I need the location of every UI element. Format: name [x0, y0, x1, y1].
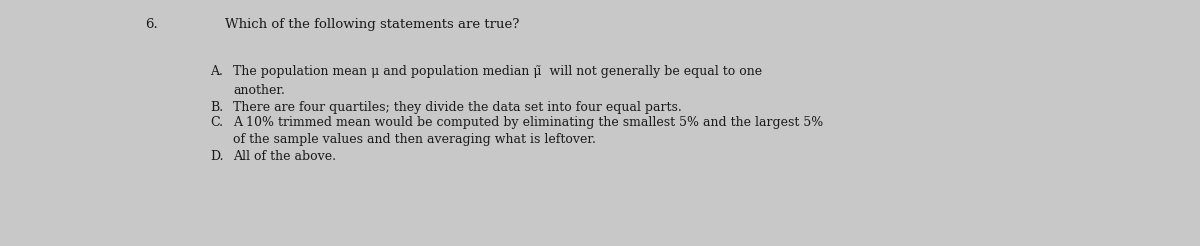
Text: There are four quartiles; they divide the data set into four equal parts.: There are four quartiles; they divide th…	[233, 101, 682, 114]
Text: another.: another.	[233, 84, 284, 97]
Text: All of the above.: All of the above.	[233, 150, 336, 163]
Text: 6.: 6.	[145, 18, 157, 31]
Text: A 10% trimmed mean would be computed by eliminating the smallest 5% and the larg: A 10% trimmed mean would be computed by …	[233, 116, 823, 129]
Text: B.: B.	[210, 101, 223, 114]
Text: A.: A.	[210, 65, 223, 78]
Text: The population mean μ and population median μ̃  will not generally be equal to o: The population mean μ and population med…	[233, 65, 762, 78]
Text: C.: C.	[210, 116, 223, 129]
Text: of the sample values and then averaging what is leftover.: of the sample values and then averaging …	[233, 133, 596, 146]
Text: Which of the following statements are true?: Which of the following statements are tr…	[226, 18, 520, 31]
Text: D.: D.	[210, 150, 223, 163]
